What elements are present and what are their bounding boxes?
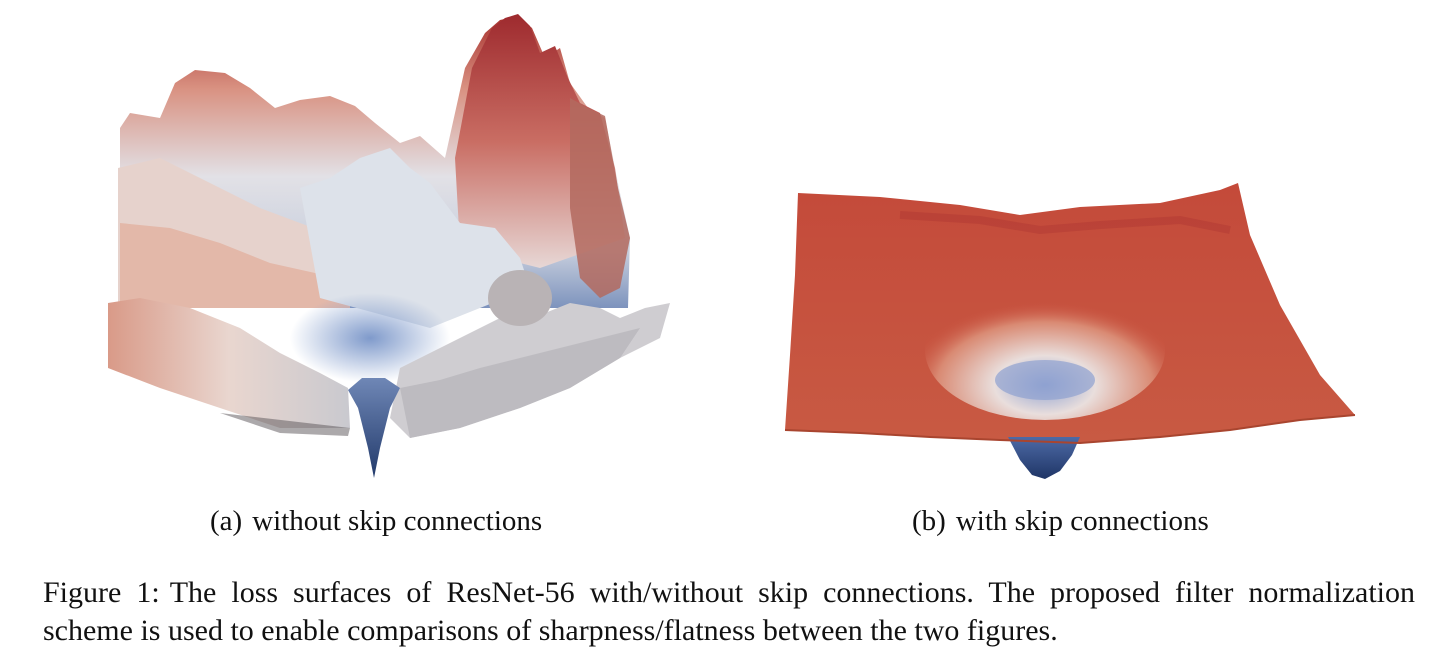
figure-caption-label: Figure 1:	[43, 576, 160, 609]
chaotic-loss-surface	[108, 14, 670, 478]
subfigure-tag-b: (b)	[912, 505, 946, 537]
subfigure-caption-a: (a) without skip connections	[210, 503, 542, 539]
subfigure-caption-b: (b) with skip connections	[912, 503, 1209, 539]
figure-caption-text: The loss surfaces of ResNet-56 with/with…	[43, 576, 1415, 647]
subfigure-label-b: with skip connections	[955, 505, 1209, 537]
figure-caption: Figure 1: The loss surfaces of ResNet-56 …	[43, 574, 1415, 650]
subfigure-tag-a: (a)	[210, 505, 243, 537]
loss-surface-without-skip-image	[100, 8, 680, 488]
smooth-loss-surface	[784, 183, 1356, 479]
loss-surface-with-skip-image	[780, 175, 1360, 485]
subfigure-label-a: without skip connections	[252, 505, 543, 537]
